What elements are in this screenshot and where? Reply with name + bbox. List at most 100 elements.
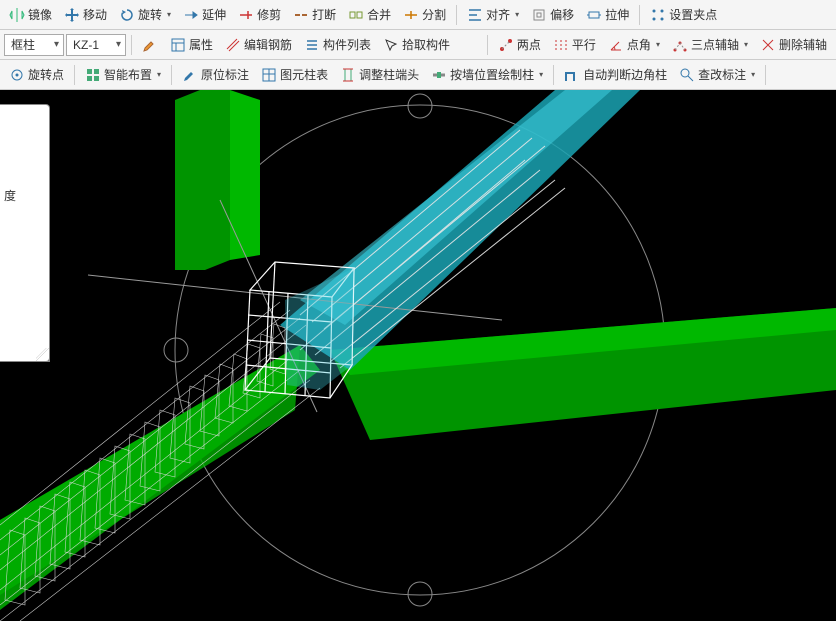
align-icon [467,7,483,23]
offset-label: 偏移 [550,6,574,23]
chevron-down-icon: ▾ [515,10,519,19]
origin-annotate-button[interactable]: 原位标注 [177,63,254,87]
chevron-down-icon: ▾ [539,70,543,79]
mirror-button[interactable]: 镜像 [4,3,57,27]
rotate-point-icon [9,67,25,83]
point-angle-label: 点角 [627,36,651,53]
separator [765,65,766,85]
extend-icon [183,7,199,23]
extend-label: 延伸 [202,6,226,23]
property-label: 属性 [189,36,213,53]
delete-aux-button[interactable]: 删除辅轴 [755,33,832,57]
point-angle-button[interactable]: 点角 ▾ [603,33,665,57]
rotate-icon [119,7,135,23]
stretch-label: 拉伸 [605,6,629,23]
chevron-down-icon: ▾ [744,40,748,49]
merge-icon [348,7,364,23]
brush-button[interactable] [137,33,163,57]
point-angle-icon [608,37,624,53]
annotate-icon [182,67,198,83]
draw-by-wall-button[interactable]: 按墙位置绘制柱 ▾ [426,63,548,87]
toolbar-row-2: 框柱 KZ-1 属性 编辑钢筋 构件列表 拾取构件 两点 平行 点角 ▾ 三点辅… [0,30,836,60]
toolbar-row-1: 镜像 移动 旋转 ▾ 延伸 修剪 打断 合并 分割 对齐 ▾ 偏移 拉伸 [0,0,836,30]
merge-label: 合并 [367,6,391,23]
wall-column-icon [431,67,447,83]
viewport-3d[interactable]: 度 [0,90,836,621]
component-list-label: 构件列表 [323,36,371,53]
smart-layout-button[interactable]: 智能布置 ▾ [80,63,166,87]
break-button[interactable]: 打断 [288,3,341,27]
resize-grip-icon[interactable] [36,348,50,362]
rotate-button[interactable]: 旋转 ▾ [114,3,176,27]
adjust-end-icon [340,67,356,83]
separator [131,35,132,55]
break-icon [293,7,309,23]
edit-rebar-button[interactable]: 编辑钢筋 [220,33,297,57]
separator [171,65,172,85]
smart-layout-label: 智能布置 [104,66,152,83]
origin-annotate-label: 原位标注 [201,66,249,83]
column-table-button[interactable]: 图元柱表 [256,63,333,87]
pick-component-label: 拾取构件 [402,36,450,53]
draw-by-wall-label: 按墙位置绘制柱 [450,66,534,83]
chevron-down-icon: ▾ [167,10,171,19]
rebar-icon [225,37,241,53]
separator [456,5,457,25]
side-panel-fragment[interactable]: 度 [0,104,50,362]
offset-button[interactable]: 偏移 [526,3,579,27]
property-button[interactable]: 属性 [165,33,218,57]
scene-3d [0,90,836,621]
brush-icon [142,37,158,53]
panel-text-1: 度 [4,187,16,204]
mirror-label: 镜像 [28,6,52,23]
adjust-column-end-button[interactable]: 调整柱端头 [335,63,424,87]
separator [74,65,75,85]
chevron-down-icon: ▾ [157,70,161,79]
column-table-label: 图元柱表 [280,66,328,83]
move-button[interactable]: 移动 [59,3,112,27]
edit-annotation-button[interactable]: 查改标注 ▾ [674,63,760,87]
three-point-axis-button[interactable]: 三点辅轴 ▾ [667,33,753,57]
parallel-label: 平行 [572,36,596,53]
delete-aux-icon [760,37,776,53]
break-label: 打断 [312,6,336,23]
auto-corner-column-button[interactable]: 自动判断边角柱 [559,63,672,87]
separator [639,5,640,25]
auto-corner-column-label: 自动判断边角柱 [583,66,667,83]
edit-annotation-icon [679,67,695,83]
merge-button[interactable]: 合并 [343,3,396,27]
split-icon [403,7,419,23]
corner-column-icon [564,67,580,83]
grip-icon [650,7,666,23]
parallel-button[interactable]: 平行 [548,33,601,57]
chevron-down-icon: ▾ [656,40,660,49]
move-label: 移动 [83,6,107,23]
separator [487,35,488,55]
pick-component-button[interactable]: 拾取构件 [378,33,455,57]
trim-button[interactable]: 修剪 [233,3,286,27]
component-list-button[interactable]: 构件列表 [299,33,376,57]
set-grip-button[interactable]: 设置夹点 [645,3,722,27]
align-button[interactable]: 对齐 ▾ [462,3,524,27]
three-point-icon [672,37,688,53]
property-icon [170,37,186,53]
extend-button[interactable]: 延伸 [178,3,231,27]
separator [553,65,554,85]
toolbar-row-3: 旋转点 智能布置 ▾ 原位标注 图元柱表 调整柱端头 按墙位置绘制柱 ▾ 自动判… [0,60,836,90]
two-point-button[interactable]: 两点 [493,33,546,57]
column-type-select[interactable]: 框柱 [4,34,64,56]
stretch-button[interactable]: 拉伸 [581,3,634,27]
column-name-select[interactable]: KZ-1 [66,34,126,56]
edit-annotation-label: 查改标注 [698,66,746,83]
trim-label: 修剪 [257,6,281,23]
align-label: 对齐 [486,6,510,23]
split-button[interactable]: 分割 [398,3,451,27]
parallel-icon [553,37,569,53]
column-table-icon [261,67,277,83]
rotate-point-button[interactable]: 旋转点 [4,63,69,87]
chevron-down-icon: ▾ [751,70,755,79]
edit-rebar-label: 编辑钢筋 [244,36,292,53]
two-point-label: 两点 [517,36,541,53]
trim-icon [238,7,254,23]
list-icon [304,37,320,53]
